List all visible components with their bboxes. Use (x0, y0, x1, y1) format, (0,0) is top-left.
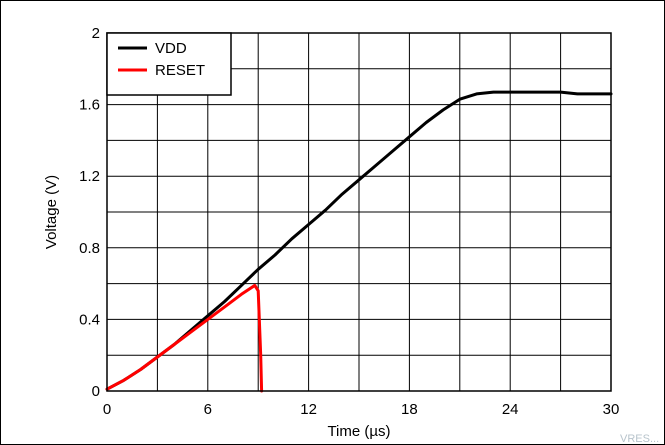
legend: VDD RESET (106, 32, 232, 96)
legend-label-vdd: VDD (155, 40, 187, 57)
y-tick-label: 0.8 (79, 240, 100, 257)
x-tick-label: 0 (103, 401, 111, 418)
x-tick-label: 24 (502, 401, 519, 418)
x-tick-label: 12 (300, 401, 317, 418)
legend-label-reset: RESET (155, 62, 205, 79)
y-tick-label: 2 (92, 25, 100, 42)
tick-labels: 0 6 12 18 24 30 0 0.4 0.8 1.2 1.6 2 (79, 25, 619, 418)
grid (107, 33, 611, 391)
y-tick-label: 0 (92, 383, 100, 400)
series-layer (105, 90, 613, 393)
series-line-reset (105, 283, 264, 393)
y-tick-label: 1.2 (79, 168, 100, 185)
x-axis-label: Time (µs) (327, 423, 390, 440)
legend-box (106, 32, 232, 96)
plot-area-border (106, 32, 612, 392)
x-tick-label: 18 (401, 401, 418, 418)
y-tick-label: 0.4 (79, 311, 100, 328)
watermark-text: VRES... (620, 433, 659, 445)
y-tick-label: 1.6 (79, 97, 100, 114)
x-tick-label: 30 (603, 401, 620, 418)
x-tick-label: 6 (204, 401, 212, 418)
y-axis-label: Voltage (V) (43, 175, 60, 249)
